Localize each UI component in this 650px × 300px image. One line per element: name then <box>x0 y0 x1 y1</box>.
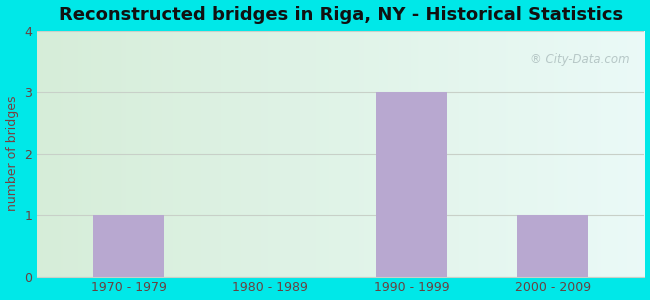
Bar <box>517 215 588 277</box>
Title: Reconstructed bridges in Riga, NY - Historical Statistics: Reconstructed bridges in Riga, NY - Hist… <box>58 6 623 24</box>
Bar <box>94 215 164 277</box>
Bar <box>376 92 447 277</box>
Y-axis label: number of bridges: number of bridges <box>6 96 19 212</box>
Text: ® City-Data.com: ® City-Data.com <box>530 53 629 66</box>
